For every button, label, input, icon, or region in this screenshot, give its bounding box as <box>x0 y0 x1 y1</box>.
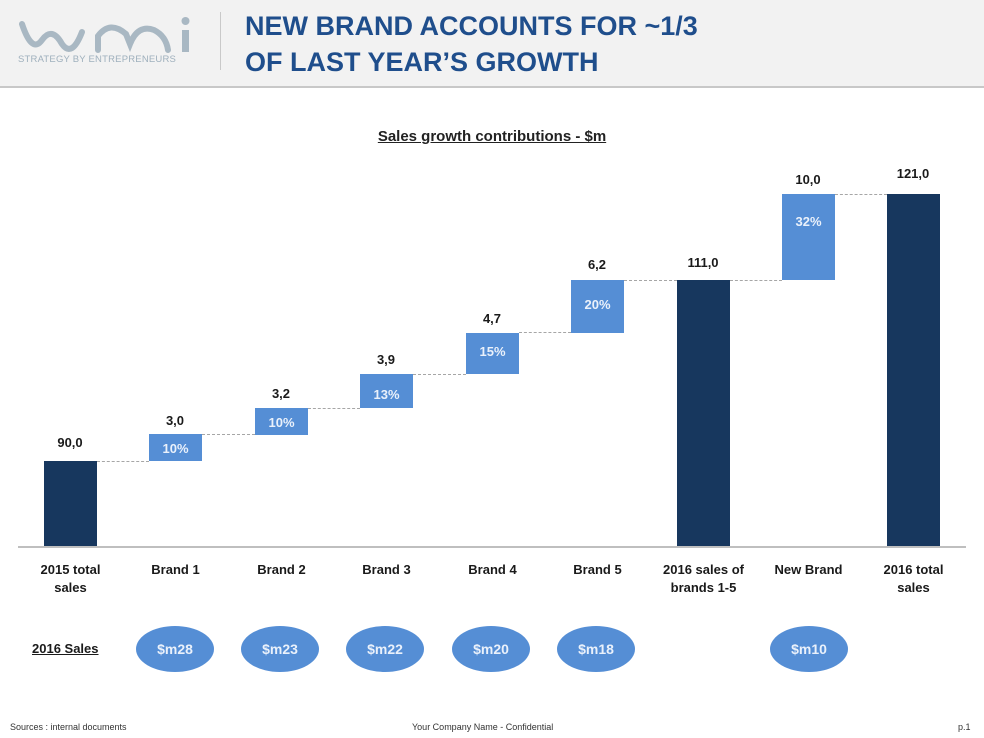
slide-header: STRATEGY BY ENTREPRENEURS NEW BRAND ACCO… <box>0 0 984 88</box>
connector-line <box>624 280 677 281</box>
category-line: Brand 5 <box>573 562 622 577</box>
connector-line <box>202 434 255 435</box>
category-line: Brand 1 <box>151 562 200 577</box>
bar-brand-3: 13% <box>360 374 413 408</box>
bar-2016-total <box>887 194 940 546</box>
category-line: 2016 total <box>883 562 944 577</box>
bubble-text: $m20 <box>473 641 509 657</box>
category-label: Brand 1 <box>123 561 228 579</box>
sales-bubble-brand-1: $m28 <box>136 626 214 672</box>
category-label: Brand 3 <box>334 561 439 579</box>
footer-confidential: Your Company Name - Confidential <box>412 722 554 732</box>
category-line: New Brand <box>774 562 843 577</box>
category-label: 2015 total sales <box>18 561 123 597</box>
header-divider <box>220 12 221 70</box>
value-label: 10,0 <box>795 172 821 187</box>
sales-2016-label: 2016 Sales <box>32 641 99 656</box>
footer-page-number: p.1 <box>958 722 971 732</box>
value-label: 121,0 <box>896 166 930 181</box>
chart-title: Sales growth contributions - $m <box>0 128 984 145</box>
slide-title: NEW BRAND ACCOUNTS FOR ~1/3 OF LAST YEAR… <box>245 8 698 80</box>
bar-brand-1: 10% <box>149 434 202 461</box>
connector-line <box>308 408 360 409</box>
bubble-text: $m22 <box>367 641 403 657</box>
category-line: 2016 sales of <box>663 562 744 577</box>
bar-2016-brands-1-5 <box>677 280 730 546</box>
bubble-text: $m18 <box>578 641 614 657</box>
category-label: Brand 2 <box>229 561 334 579</box>
category-line: 2015 total <box>40 562 101 577</box>
footer-sources: Sources : internal documents <box>10 722 127 732</box>
category-line: sales <box>897 580 930 595</box>
bubble-text: $m10 <box>791 641 827 657</box>
category-line: Brand 4 <box>468 562 517 577</box>
pct-label: 13% <box>373 387 400 402</box>
category-label: New Brand <box>756 561 861 579</box>
bar-brand-2: 10% <box>255 408 308 435</box>
pct-label: 32% <box>795 214 822 229</box>
value-label: 3,9 <box>376 352 396 367</box>
bar-2015-total <box>44 461 97 546</box>
connector-line <box>730 280 782 281</box>
title-line-2: OF LAST YEAR’S GROWTH <box>245 47 599 77</box>
category-label: Brand 5 <box>545 561 650 579</box>
value-label: 3,0 <box>165 413 185 428</box>
value-label: 6,2 <box>587 257 607 272</box>
category-line: sales <box>54 580 87 595</box>
connector-line <box>519 332 571 333</box>
value-label: 4,7 <box>482 311 502 326</box>
pct-label: 15% <box>479 344 506 359</box>
value-label: 3,2 <box>271 386 291 401</box>
logo-tagline: STRATEGY BY ENTREPRENEURS <box>18 54 177 65</box>
sales-bubble-brand-2: $m23 <box>241 626 319 672</box>
category-line: brands 1-5 <box>670 580 737 595</box>
chart-title-text: Sales growth contributions - $m <box>377 128 607 145</box>
category-line: Brand 3 <box>362 562 411 577</box>
category-label: 2016 sales of brands 1-5 <box>651 561 756 597</box>
connector-line <box>835 194 887 195</box>
category-label: 2016 total sales <box>861 561 966 597</box>
bar-new-brand: 32% <box>782 194 835 280</box>
pct-label: 20% <box>584 297 611 312</box>
category-line: Brand 2 <box>257 562 306 577</box>
connector-line <box>413 374 466 375</box>
sales-bubble-brand-4: $m20 <box>452 626 530 672</box>
x-axis-line <box>18 546 966 548</box>
pct-label: 10% <box>268 415 295 430</box>
wmi-logo-icon <box>19 17 190 53</box>
title-line-1: NEW BRAND ACCOUNTS FOR ~1/3 <box>245 11 698 41</box>
bar-brand-4: 15% <box>466 333 519 374</box>
category-label: Brand 4 <box>440 561 545 579</box>
bar-brand-5: 20% <box>571 280 624 333</box>
pct-label: 10% <box>162 441 189 456</box>
value-label: 111,0 <box>687 255 719 270</box>
sales-bubble-new-brand: $m10 <box>770 626 848 672</box>
bubble-text: $m28 <box>157 641 193 657</box>
sales-bubble-brand-3: $m22 <box>346 626 424 672</box>
sales-bubble-brand-5: $m18 <box>557 626 635 672</box>
value-label: 90,0 <box>57 435 83 450</box>
bubble-text: $m23 <box>262 641 298 657</box>
connector-line <box>97 461 149 462</box>
